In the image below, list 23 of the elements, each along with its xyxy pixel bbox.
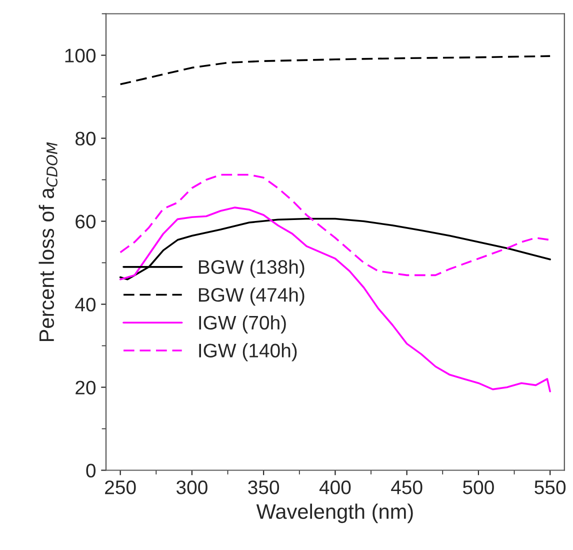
line-series xyxy=(119,206,551,392)
legend-label: BGW (138h) xyxy=(198,260,304,278)
x-axis-title: Wavelength (nm) xyxy=(256,504,413,524)
x-tick-label: 550 xyxy=(534,480,566,494)
x-tick-label: 500 xyxy=(463,480,494,494)
y-tick-label: 0 xyxy=(86,464,96,478)
legend-label: IGW (140h) xyxy=(199,343,297,362)
x-tick-label: 450 xyxy=(391,480,422,494)
line-series xyxy=(119,55,551,86)
y-tick-label: 60 xyxy=(76,214,96,228)
x-tick-label: 300 xyxy=(176,480,208,494)
legend-label: IGW (70h) xyxy=(199,315,286,334)
y-axis-title: Percent loss of a$_{CDOM}$ xyxy=(38,142,58,342)
line-series xyxy=(119,218,551,280)
x-tick-label: 250 xyxy=(105,480,136,494)
x-tick-label: 400 xyxy=(319,480,351,494)
y-tick-label: 80 xyxy=(76,132,96,146)
y-tick-label: 100 xyxy=(65,48,96,62)
line-series xyxy=(119,174,551,276)
x-tick-label: 350 xyxy=(248,480,280,494)
y-tick-label: 40 xyxy=(75,298,96,312)
y-tick-label: 20 xyxy=(76,380,96,394)
legend-label: BGW (474h) xyxy=(198,287,304,306)
